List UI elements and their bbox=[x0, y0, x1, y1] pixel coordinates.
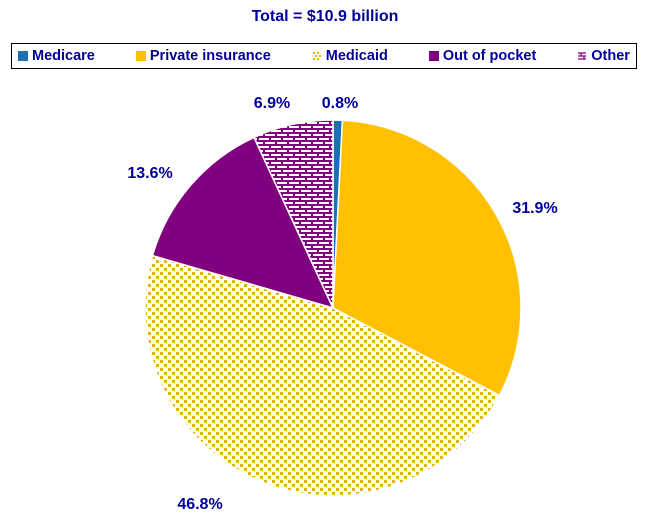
data-label-private-insurance: 31.9% bbox=[512, 200, 557, 217]
legend-item-other: Other bbox=[577, 48, 630, 64]
pie-slice-private-insurance bbox=[332, 119, 522, 397]
legend-swatch-private-insurance bbox=[135, 51, 146, 61]
pie-slice-out-of-pocket bbox=[151, 136, 335, 310]
pie-slice-other bbox=[253, 119, 334, 309]
legend-swatch-other bbox=[577, 51, 588, 61]
legend-label-medicaid: Medicaid bbox=[325, 48, 388, 64]
legend-item-medicare: Medicare bbox=[18, 48, 95, 64]
legend: Medicare Private insurance Medicaid Out … bbox=[11, 43, 637, 69]
data-label-medicare: 0.8% bbox=[322, 95, 358, 112]
chart-title: Total = $10.9 billion bbox=[251, 8, 399, 25]
legend-label-out-of-pocket: Out of pocket bbox=[442, 48, 537, 64]
pie-slice-medicaid bbox=[144, 254, 501, 497]
legend-item-out-of-pocket: Out of pocket bbox=[428, 48, 537, 64]
data-label-other: 6.9% bbox=[254, 95, 290, 112]
legend-label-medicare: Medicare bbox=[32, 48, 95, 64]
legend-label-private-insurance: Private insurance bbox=[149, 48, 271, 64]
legend-item-private-insurance: Private insurance bbox=[135, 48, 271, 64]
data-label-out-of-pocket: 13.6% bbox=[127, 165, 172, 182]
legend-item-medicaid: Medicaid bbox=[311, 48, 388, 64]
legend-swatch-medicare bbox=[18, 51, 28, 61]
legend-label-other: Other bbox=[591, 48, 630, 64]
legend-swatch-out-of-pocket bbox=[428, 51, 439, 61]
legend-swatch-medicaid bbox=[311, 51, 322, 61]
data-label-medicaid: 46.8% bbox=[177, 496, 222, 513]
